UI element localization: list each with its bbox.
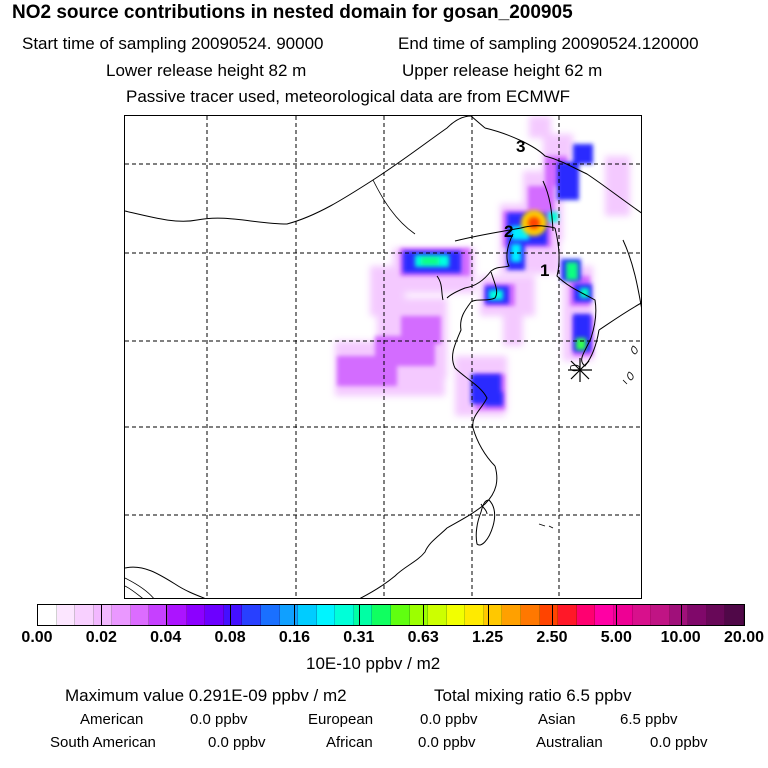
- colorbar-tick-label: 0.02: [85, 629, 117, 646]
- colorbar-tick-label: 0.31: [343, 629, 375, 646]
- colorbar-swatch: [595, 605, 614, 625]
- colorbar-swatch: [260, 605, 280, 625]
- colorbar-swatch: [223, 605, 243, 625]
- colorbar-swatch: [725, 605, 744, 625]
- islands: [538, 345, 638, 529]
- colorbar-swatch: [242, 605, 261, 625]
- colorbar-swatch: [669, 605, 689, 625]
- colorbar-divider: [294, 605, 296, 625]
- end-sampling-time: End time of sampling 20090524.120000: [398, 34, 699, 53]
- colorbar-divider: [101, 605, 103, 625]
- map-grid: [125, 116, 641, 598]
- colorbar-divider: [680, 605, 682, 625]
- colorbar-swatch: [428, 605, 447, 625]
- colorbar-swatch: [279, 605, 299, 625]
- colorbar-tick-label: 10.00: [660, 629, 701, 646]
- australian-label: Australian: [536, 734, 603, 751]
- colorbar-swatch: [446, 605, 466, 625]
- colorbar-divider: [616, 605, 618, 625]
- map-panel: 1 2 3: [124, 115, 642, 599]
- colorbar-swatch: [75, 605, 94, 625]
- colorbar-swatch: [409, 605, 429, 625]
- colorbar-swatch: [316, 605, 336, 625]
- region-label-1: 1: [540, 261, 549, 280]
- colorbar-swatch: [521, 605, 540, 625]
- asian-label: Asian: [538, 711, 576, 728]
- lower-release-height: Lower release height 82 m: [106, 61, 307, 80]
- colorbar-tick-label: 0.00: [21, 629, 53, 646]
- colorbar-tick-label: 0.63: [407, 629, 439, 646]
- colorbar-swatch: [651, 605, 670, 625]
- maximum-value: Maximum value 0.291E-09 ppbv / m2: [65, 686, 347, 705]
- colorbar-swatch: [390, 605, 410, 625]
- colorbar-swatch: [613, 605, 633, 625]
- australian-value: 0.0 ppbv: [650, 734, 708, 751]
- colorbar-tick-label: 20.00: [723, 629, 765, 646]
- colorbar-tick-label: 5.00: [600, 629, 632, 646]
- colorbar-swatch: [632, 605, 652, 625]
- colorbar-swatch: [298, 605, 317, 625]
- colorbar-swatch: [706, 605, 726, 625]
- american-label: American: [80, 711, 144, 728]
- colorbar-divider: [551, 605, 553, 625]
- region-label-3: 3: [516, 137, 525, 156]
- asian-value: 6.5 ppbv: [620, 711, 678, 728]
- colorbar-swatch: [335, 605, 354, 625]
- land-borders: [125, 179, 416, 598]
- colorbar-tick-label: 2.50: [536, 629, 568, 646]
- colorbar-swatch: [558, 605, 577, 625]
- colorbar-divider: [230, 605, 232, 625]
- colorbar-swatch: [465, 605, 484, 625]
- american-value: 0.0 ppbv: [190, 711, 248, 728]
- african-label: African: [326, 734, 373, 751]
- colorbar-tick-label: 1.25: [471, 629, 504, 646]
- colorbar-swatch: [56, 605, 76, 625]
- colorbar-swatch: [112, 605, 131, 625]
- upper-release-height: Upper release height 62 m: [402, 61, 603, 80]
- colorbar-swatch: [130, 605, 150, 625]
- map-canvas: 1 2 3: [125, 116, 641, 598]
- colorbar-swatch: [576, 605, 596, 625]
- colorbar-swatch: [539, 605, 559, 625]
- colorbar-tick-label: 0.04: [150, 629, 182, 646]
- start-sampling-time: Start time of sampling 20090524. 90000: [22, 34, 324, 53]
- colorbar-divider: [423, 605, 425, 625]
- region-label-2: 2: [504, 222, 513, 241]
- coastlines: [125, 116, 641, 598]
- colorbar-divider: [487, 605, 489, 625]
- african-value: 0.0 ppbv: [418, 734, 476, 751]
- colorbar-swatch: [372, 605, 391, 625]
- european-label: European: [308, 711, 374, 728]
- colorbar-swatch: [186, 605, 206, 625]
- gosan-receptor-star-icon: [568, 358, 592, 382]
- south-american-value: 0.0 ppbv: [208, 734, 266, 751]
- plume-hotspot: [521, 210, 547, 236]
- colorbar-unit: 10E-10 ppbv / m2: [306, 654, 441, 673]
- colorbar-swatch: [502, 605, 522, 625]
- colorbar-swatch: [168, 605, 187, 625]
- south-american-label: South American: [50, 734, 156, 751]
- colorbar-divider: [358, 605, 360, 625]
- colorbar-swatch: [38, 605, 57, 625]
- colorbar-divider: [165, 605, 167, 625]
- colorbar: [37, 604, 745, 626]
- colorbar-tick-label: 0.08: [214, 629, 246, 646]
- colorbar-swatch: [353, 605, 373, 625]
- taiwan-island: [475, 499, 496, 546]
- colorbar-swatch: [205, 605, 224, 625]
- european-value: 0.0 ppbv: [420, 711, 478, 728]
- colorbar-tick-label: 0.16: [278, 629, 311, 646]
- plot-title: NO2 source contributions in nested domai…: [12, 2, 573, 23]
- colorbar-swatch: [93, 605, 113, 625]
- colorbar-swatch: [688, 605, 707, 625]
- tracer-note: Passive tracer used, meteorological data…: [126, 87, 571, 106]
- total-mixing-ratio: Total mixing ratio 6.5 ppbv: [434, 686, 632, 705]
- colorbar-swatch: [149, 605, 169, 625]
